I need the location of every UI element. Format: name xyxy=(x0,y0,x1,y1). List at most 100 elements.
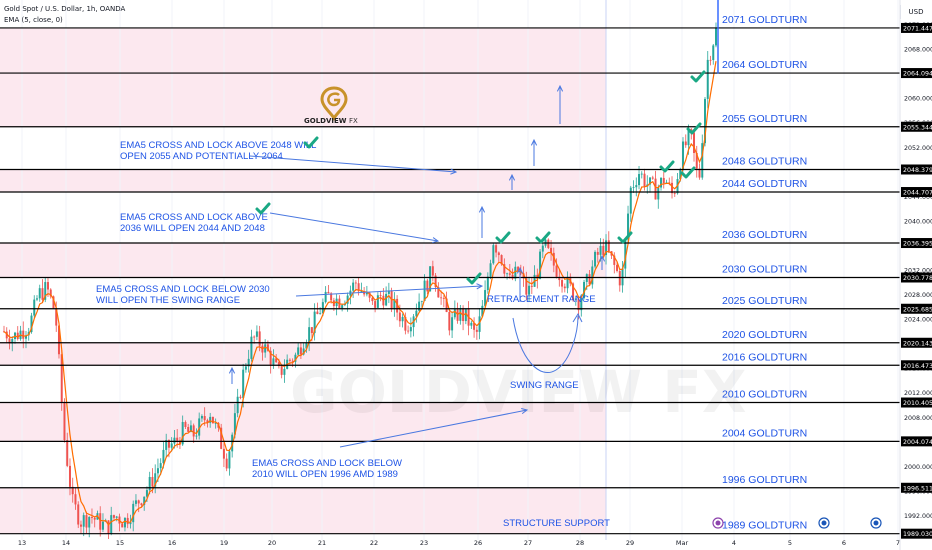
candle-body xyxy=(398,312,401,322)
price-tag xyxy=(901,482,932,493)
candle-body xyxy=(170,443,173,448)
candle-body xyxy=(624,239,627,269)
candle-body xyxy=(305,342,308,349)
x-tick-label: 28 xyxy=(576,539,584,547)
candle-body xyxy=(308,327,311,343)
annotation-text: EMA5 CROSS AND LOCK ABOVE 2048 WILL xyxy=(120,140,316,151)
candle-body xyxy=(701,143,704,178)
candle-body xyxy=(151,476,154,487)
candle-body xyxy=(673,193,676,194)
candle-body xyxy=(640,173,643,175)
swing-arrow-head xyxy=(572,312,583,323)
candle-body xyxy=(368,292,371,298)
candle-body xyxy=(357,283,360,292)
x-tick-label: 14 xyxy=(62,539,70,547)
candle-body xyxy=(88,517,91,528)
check-icon xyxy=(303,136,319,149)
arrow-head xyxy=(450,168,458,175)
candle-body xyxy=(44,282,47,300)
candle-body xyxy=(140,503,143,505)
candle-body xyxy=(220,427,223,449)
candle-body xyxy=(198,418,201,436)
candle-body xyxy=(657,187,660,200)
arrow xyxy=(516,266,524,302)
candle-body xyxy=(121,523,124,528)
candle-body xyxy=(415,310,418,317)
candle-body xyxy=(242,369,245,398)
candle-body xyxy=(662,177,665,184)
candle-body xyxy=(192,425,195,437)
candle-body xyxy=(376,295,379,308)
candle-body xyxy=(591,266,594,285)
goldturn-levels: 2071 GOLDTURN 2064 GOLDTURN 2055 GOLDTURN 2… xyxy=(0,14,900,535)
candle-body xyxy=(181,421,184,445)
candle-body xyxy=(159,463,162,469)
annotation-text: 2036 WILL OPEN 2044 AND 2048 xyxy=(120,223,265,234)
candle-body xyxy=(291,360,294,362)
goldturn-label: 2036 GOLDTURN xyxy=(722,229,807,241)
x-tick-label: 20 xyxy=(268,539,276,547)
annotation-text: WILL OPEN THE SWING RANGE xyxy=(96,295,240,306)
candle-body xyxy=(134,500,137,504)
candle-body xyxy=(440,297,443,299)
y-tick-label: 2028.000 xyxy=(904,292,932,299)
y-tick-label: 2024.000 xyxy=(904,317,932,324)
candle-body xyxy=(643,173,646,187)
candle-body xyxy=(79,524,82,527)
event-icon-dot xyxy=(873,520,879,526)
candle-body xyxy=(481,305,484,317)
candle-body xyxy=(715,27,717,46)
candle-body xyxy=(110,515,113,534)
arrows xyxy=(228,0,882,529)
annotation-text: SWING RANGE xyxy=(510,380,579,391)
candle-body xyxy=(420,300,423,302)
indicator-label[interactable]: EMA (5, close, 0) xyxy=(4,16,63,24)
candle-body xyxy=(429,266,432,292)
x-tick-label: 23 xyxy=(420,539,428,547)
price-tag-label: 2010.405 xyxy=(903,400,932,407)
price-tag-label: 2071.447 xyxy=(903,25,932,32)
arrow-shaft xyxy=(249,155,457,173)
candle-body xyxy=(536,274,539,279)
candle-body xyxy=(327,291,330,294)
candle-body xyxy=(704,98,707,144)
arrow xyxy=(530,138,538,166)
goldturn-label: 2030 GOLDTURN xyxy=(722,263,807,275)
x-tick-label: 5 xyxy=(788,539,792,547)
candle-body xyxy=(283,368,286,375)
candle-body xyxy=(459,308,462,321)
candle-body xyxy=(558,276,561,281)
price-tag xyxy=(901,303,932,314)
candle-body xyxy=(253,336,256,338)
candle-body xyxy=(74,494,77,505)
candle-body xyxy=(143,496,146,505)
candle-body xyxy=(563,286,566,289)
candle-body xyxy=(247,358,250,367)
gold-zones xyxy=(0,0,607,540)
candle-body xyxy=(547,239,550,248)
candle-body xyxy=(107,520,110,534)
time-axis: 13 14 15 16 19 20 21 22 23 26 27 28 29 Mar 4 5 6 7 xyxy=(18,539,900,547)
candle-body xyxy=(470,322,473,326)
candle-body xyxy=(387,290,390,294)
candle-body xyxy=(530,285,533,287)
candle-body xyxy=(486,276,489,291)
x-tick-label: 16 xyxy=(168,539,176,547)
arrow-head xyxy=(478,205,486,213)
candle-body xyxy=(649,177,652,185)
candle-body xyxy=(269,350,272,365)
price-tag-label: 2030.778 xyxy=(903,275,932,282)
candle-body xyxy=(16,332,19,340)
candle-body xyxy=(552,252,555,266)
arrow-head xyxy=(228,366,236,374)
currency-label[interactable]: USD xyxy=(900,5,931,19)
candle-body xyxy=(613,255,616,265)
candle-body xyxy=(393,298,396,309)
arrow-shaft xyxy=(339,409,528,448)
arrow xyxy=(598,254,606,270)
candle-body xyxy=(294,354,297,362)
candle-body xyxy=(297,347,300,355)
candle-body xyxy=(38,288,41,299)
candle-body xyxy=(178,440,181,445)
